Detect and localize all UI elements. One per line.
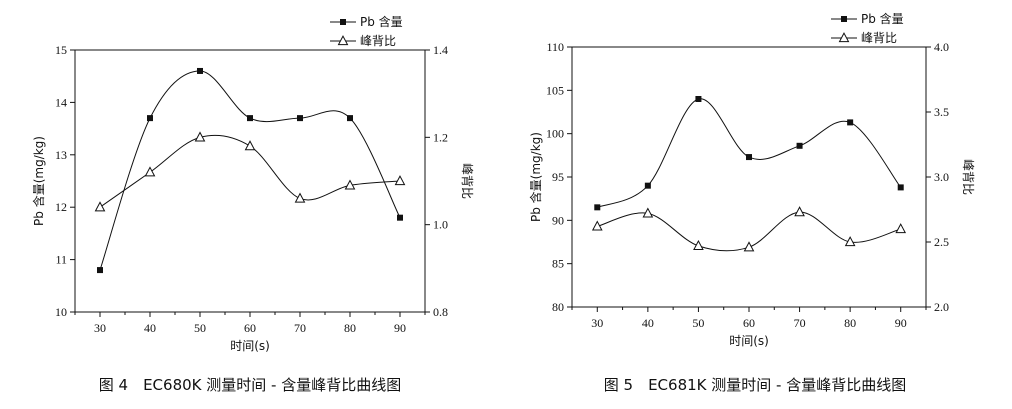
y-left-tick-label: 80 bbox=[552, 300, 564, 314]
legend-label: Pb 含量 bbox=[861, 11, 904, 26]
y-left-axis-label: Pb 含量(mg/kg) bbox=[528, 132, 543, 222]
data-point bbox=[594, 204, 601, 211]
data-point bbox=[743, 241, 755, 252]
data-point bbox=[591, 220, 603, 231]
y-right-tick-label: 0.8 bbox=[433, 305, 448, 319]
y-left-tick-label: 95 bbox=[552, 170, 564, 184]
y-right-tick-label: 1.2 bbox=[433, 130, 448, 144]
legend-marker bbox=[841, 16, 847, 22]
y-left-tick-label: 15 bbox=[55, 43, 67, 57]
chart-1: 30 40 50 60 70 80 90 10 11 12 13 14 15 0.8 1.0 1.2 1.4 时间… bbox=[31, 14, 474, 394]
x-axis-label: 时间(s) bbox=[729, 334, 769, 348]
x-tick-label: 50 bbox=[692, 316, 704, 330]
data-point bbox=[642, 207, 654, 218]
x-tick-label: 60 bbox=[743, 316, 755, 330]
data-point bbox=[94, 201, 106, 212]
data-point bbox=[294, 192, 306, 203]
data-point bbox=[897, 184, 904, 191]
y-left-tick-label: 90 bbox=[552, 213, 564, 227]
y-left-tick-label: 14 bbox=[55, 95, 67, 109]
x-tick-label: 90 bbox=[895, 316, 907, 330]
series-2 bbox=[591, 206, 907, 252]
data-point bbox=[97, 267, 103, 274]
y-right-tick-label: 3.0 bbox=[934, 170, 949, 184]
legend-label: 峰背比 bbox=[360, 34, 396, 48]
figure-caption: 图 4 EC680K 测量时间 - 含量峰背比曲线图 bbox=[99, 376, 401, 394]
x-axis-label: 时间(s) bbox=[230, 339, 270, 353]
y-right-axis-label: 峰背比 bbox=[460, 163, 474, 199]
legend: Pb 含量峰背比 bbox=[831, 11, 904, 45]
data-point bbox=[147, 115, 153, 122]
y-right-tick-label: 2.5 bbox=[934, 235, 949, 249]
data-point bbox=[144, 166, 156, 177]
y-right-tick-label: 1.0 bbox=[433, 218, 448, 232]
y-right-tick-label: 2.0 bbox=[934, 300, 949, 314]
x-tick-label: 60 bbox=[244, 321, 256, 335]
data-point bbox=[895, 223, 907, 234]
series-line bbox=[99, 70, 401, 271]
y-left-tick-label: 12 bbox=[55, 200, 67, 214]
series-1 bbox=[594, 96, 904, 211]
y-left-tick-label: 100 bbox=[546, 127, 564, 141]
y-left-axis-label: Pb 含量(mg/kg) bbox=[31, 136, 46, 226]
x-tick-label: 70 bbox=[794, 316, 806, 330]
series-1 bbox=[97, 67, 403, 274]
y-left-tick-label: 10 bbox=[55, 305, 67, 319]
legend-marker bbox=[337, 35, 349, 46]
data-point bbox=[847, 119, 854, 126]
y-left-tick-label: 105 bbox=[546, 83, 564, 97]
y-left-tick-label: 110 bbox=[546, 40, 564, 54]
series-line bbox=[597, 98, 902, 208]
legend-label: Pb 含量 bbox=[360, 14, 403, 29]
legend-marker bbox=[340, 19, 346, 25]
data-point bbox=[247, 115, 253, 122]
data-point bbox=[397, 214, 403, 221]
plot-frame bbox=[571, 46, 927, 308]
data-point bbox=[794, 206, 805, 217]
x-tick-label: 40 bbox=[144, 321, 156, 335]
data-point bbox=[197, 67, 203, 74]
legend: Pb 含量峰背比 bbox=[330, 14, 403, 48]
y-right-tick-label: 3.5 bbox=[934, 105, 949, 119]
x-tick-label: 80 bbox=[844, 316, 856, 330]
data-point bbox=[194, 131, 206, 142]
y-left-tick-label: 13 bbox=[55, 148, 67, 162]
x-tick-label: 30 bbox=[94, 321, 106, 335]
figure-caption: 图 5 EC681K 测量时间 - 含量峰背比曲线图 bbox=[604, 376, 906, 394]
data-point bbox=[347, 115, 353, 122]
x-tick-label: 50 bbox=[194, 321, 206, 335]
y-right-axis-label: 峰背比 bbox=[961, 159, 975, 195]
legend-marker bbox=[838, 32, 850, 43]
data-point bbox=[796, 142, 803, 149]
y-right-tick-label: 4.0 bbox=[934, 40, 949, 54]
x-tick-label: 30 bbox=[591, 316, 603, 330]
legend-label: 峰背比 bbox=[861, 31, 897, 45]
data-point bbox=[695, 96, 702, 102]
x-tick-label: 40 bbox=[642, 316, 654, 330]
data-point bbox=[844, 236, 856, 247]
x-tick-label: 70 bbox=[294, 321, 306, 335]
chart-2: 30 40 50 60 70 80 90 80 85 90 95 100 105 110 2.0 2.5 3.0… bbox=[528, 11, 975, 394]
data-point bbox=[693, 239, 704, 251]
y-right-tick-label: 1.4 bbox=[433, 43, 448, 57]
data-point bbox=[394, 175, 406, 186]
y-left-tick-label: 85 bbox=[552, 257, 564, 271]
data-point bbox=[746, 154, 752, 161]
y-left-tick-label: 11 bbox=[55, 253, 67, 267]
data-point bbox=[644, 182, 651, 189]
x-tick-label: 80 bbox=[344, 321, 356, 335]
series-2 bbox=[94, 131, 406, 212]
x-tick-label: 90 bbox=[394, 321, 406, 335]
data-point bbox=[244, 140, 256, 151]
data-point bbox=[344, 179, 356, 190]
data-point bbox=[297, 115, 303, 122]
